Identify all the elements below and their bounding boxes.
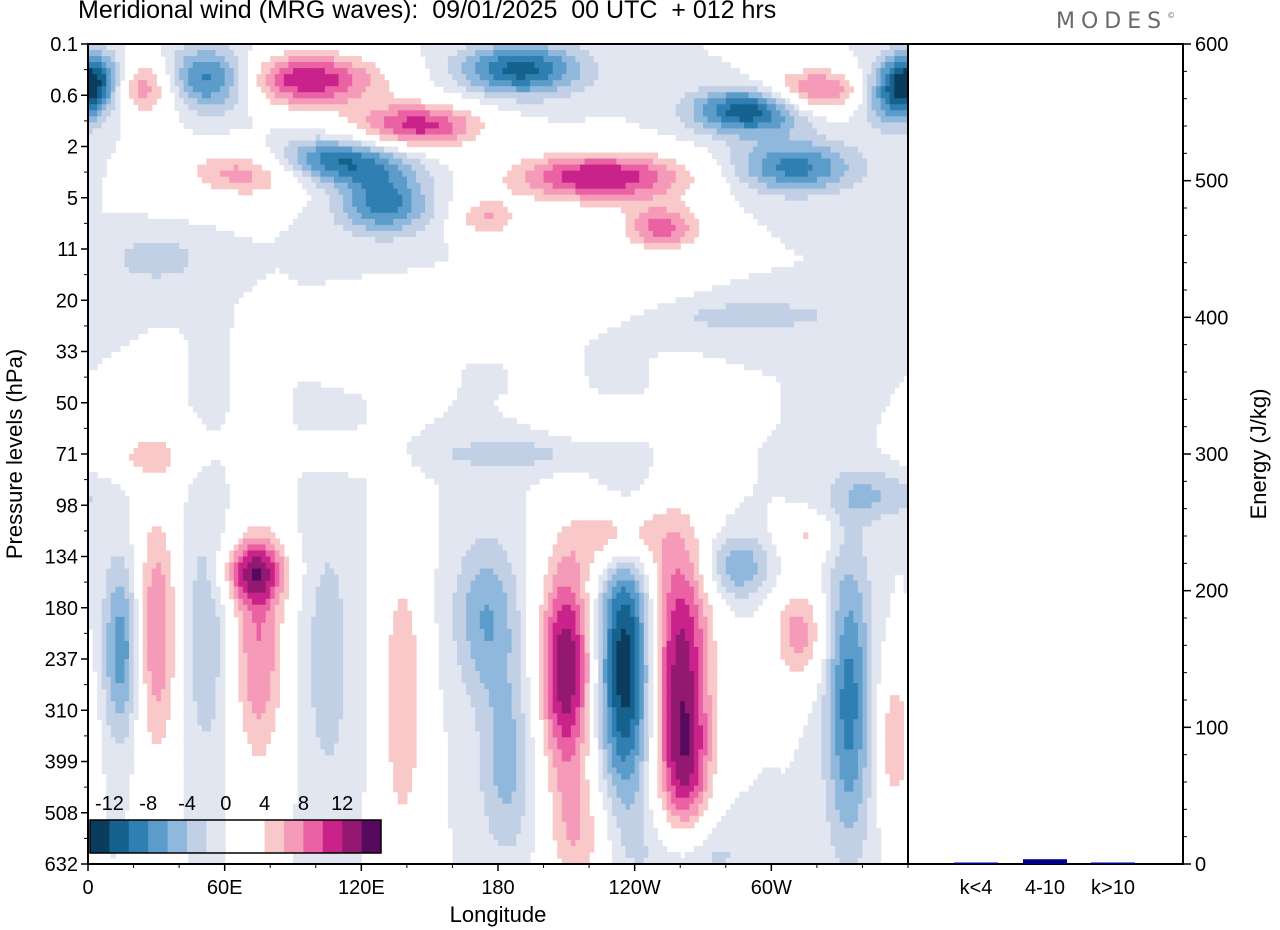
colorbar-swatch [342, 820, 363, 853]
y-tick-label: 20 [56, 290, 78, 312]
colorbar-swatch [284, 820, 304, 853]
y-tick-label: 134 [45, 547, 78, 569]
colorbar-frame [89, 819, 382, 854]
energy-category-label: k<4 [960, 877, 993, 899]
chart-title: Meridional wind (MRG waves): 09/01/2025 … [78, 0, 777, 24]
x-tick-label: 60W [751, 877, 792, 899]
axes-layer: 0.1 0.6 2 5 11 20 33 50 71 98 134 180 237 310 399 508 63… [2, 34, 1184, 927]
y-tick-label: 180 [45, 598, 78, 620]
colorbar-swatch [109, 820, 130, 853]
y-tick-label: 98 [56, 495, 78, 517]
colorbar-swatch [187, 820, 207, 853]
y-tick-label: 310 [45, 700, 78, 722]
colorbar-swatch [206, 820, 227, 853]
y-tick-label: 71 [56, 444, 78, 466]
energy-tick-label: 400 [1195, 307, 1228, 329]
energy-panel-frame [907, 43, 1184, 865]
energy-tick-label: 300 [1195, 444, 1228, 466]
energy-tick-label: 200 [1195, 581, 1228, 603]
x-tick-label: 60E [207, 877, 243, 899]
wind-field-layer [88, 44, 908, 864]
colorbar-swatch [90, 820, 110, 853]
y-tick-label: 5 [67, 188, 78, 210]
energy-category-label: k>10 [1091, 877, 1135, 899]
y-tick-label: 11 [57, 239, 78, 261]
energy-bar [1091, 862, 1135, 864]
x-tick-label: 120E [338, 877, 385, 899]
y-tick-label: 632 [45, 854, 78, 876]
y-tick-label: 0.1 [50, 34, 78, 56]
y-tick-label: 399 [45, 752, 78, 774]
colorbar-swatch [128, 820, 149, 853]
colorbar-swatch [245, 820, 266, 853]
colorbar-swatch [225, 820, 246, 853]
colorbar-label: 4 [259, 793, 270, 815]
energy-tick-label: 0 [1195, 854, 1206, 876]
colorbar-swatch [361, 820, 382, 853]
logo-text: MODES [1056, 9, 1168, 34]
colorbar-swatch [148, 820, 169, 853]
colorbar-label: 0 [220, 793, 231, 815]
energy-bar [954, 862, 998, 864]
colorbar-label: 8 [298, 793, 309, 815]
logo-mark: © [1167, 11, 1176, 20]
x-tick-label: 0 [82, 877, 93, 899]
energy-tick-label: 100 [1195, 717, 1228, 739]
y-tick-label: 237 [45, 649, 78, 671]
x-tick-label: 120W [609, 877, 661, 899]
y-tick-label: 33 [56, 342, 78, 364]
colorbar-swatch [303, 820, 324, 853]
y-axis-title: Pressure levels (hPa) [2, 349, 27, 559]
energy-tick-label: 500 [1195, 171, 1228, 193]
colorbar-swatch [264, 820, 285, 853]
energy-tick-label: 600 [1195, 34, 1228, 56]
energy-category-label: 4-10 [1025, 877, 1065, 899]
colorbar: -12 -8 -4 0 4 8 12 [89, 793, 382, 854]
energy-bars-layer: 0 100 200 300 400 500 600 Energy (J/kg) k<4 4-10 k… [954, 34, 1271, 899]
y-tick-label: 508 [45, 803, 78, 825]
colorbar-label: 12 [331, 793, 353, 815]
energy-axis-title: Energy (J/kg) [1246, 389, 1271, 520]
x-tick-label: 180 [481, 877, 514, 899]
colorbar-swatch [322, 820, 343, 853]
y-tick-label: 2 [67, 137, 78, 159]
modes-logo: MODES© [1056, 9, 1175, 34]
x-axis-title: Longitude [450, 902, 547, 927]
colorbar-label: -12 [95, 793, 124, 815]
energy-bar [1023, 859, 1067, 864]
y-tick-label: 0.6 [50, 85, 78, 107]
colorbar-label: -4 [178, 793, 196, 815]
colorbar-swatch [167, 820, 188, 853]
y-tick-label: 50 [56, 393, 78, 415]
colorbar-label: -8 [139, 793, 157, 815]
